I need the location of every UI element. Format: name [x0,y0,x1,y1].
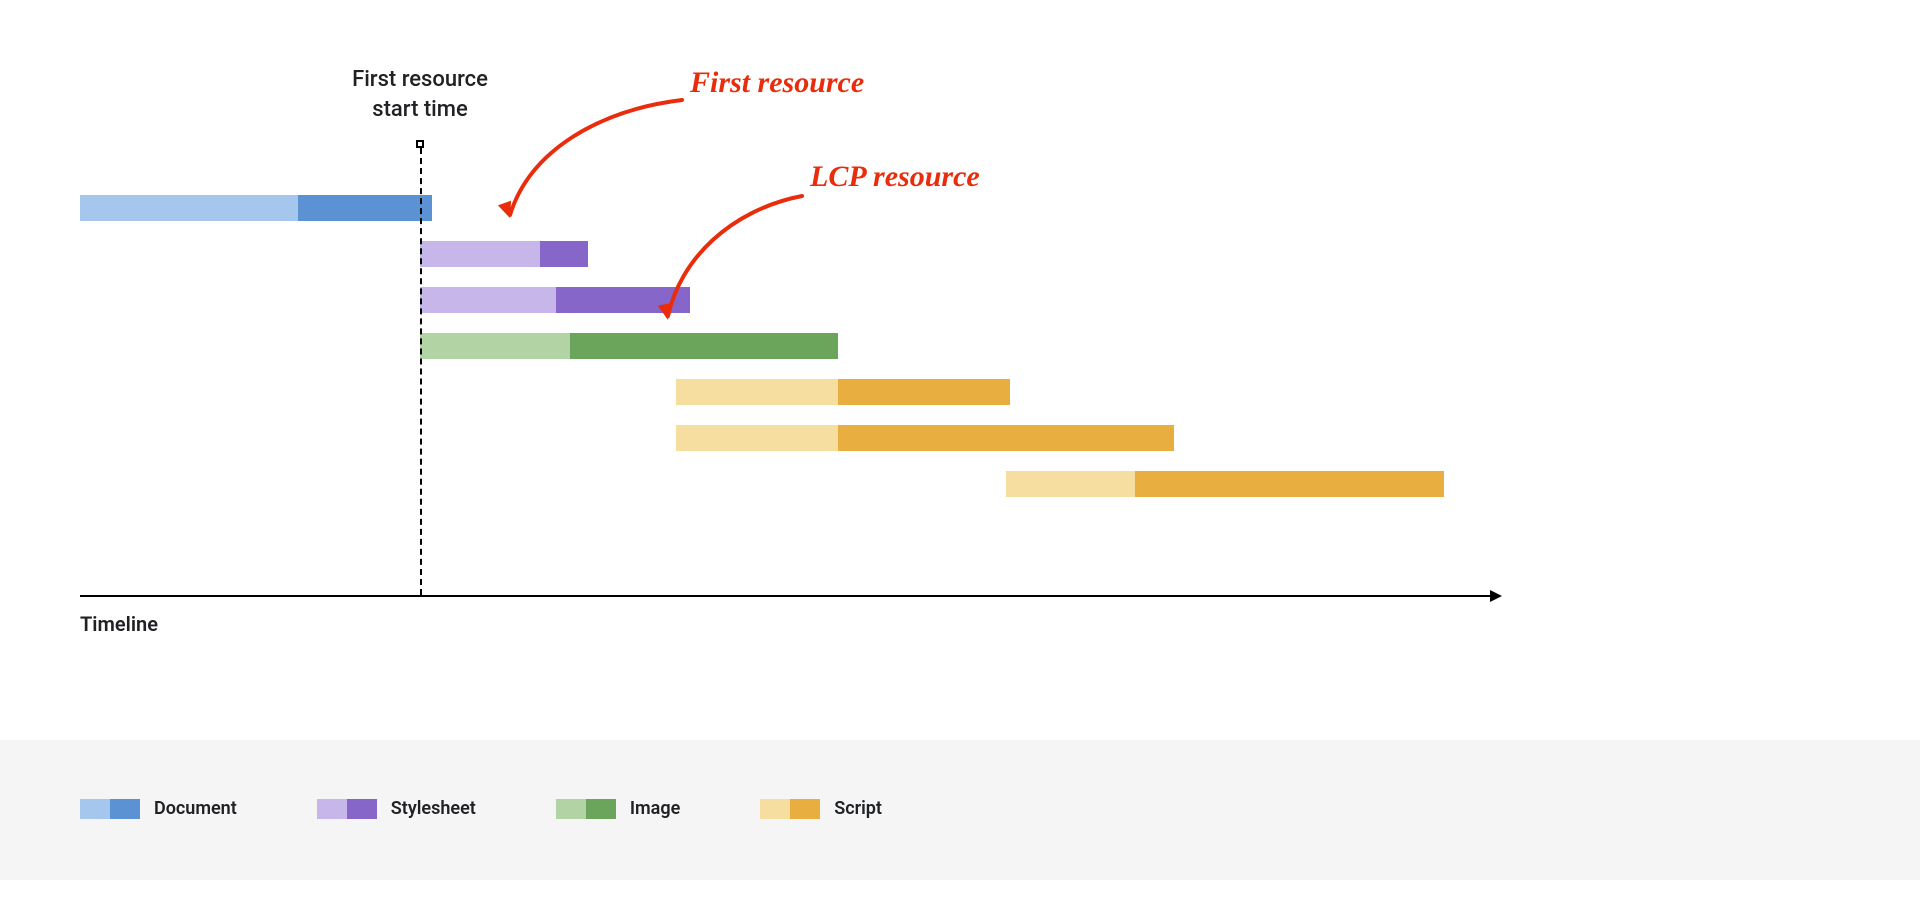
bar-segment-dark [556,287,690,313]
bar-segment-dark [838,425,1174,451]
legend-label: Stylesheet [391,798,476,819]
waterfall-diagram: First resourcestart time Timeline First re… [0,0,1920,900]
legend-label: Script [834,798,882,819]
marker-line [420,148,422,595]
marker-tick [416,140,424,148]
bar-segment-light [420,333,570,359]
timeline-bar-image [420,333,838,359]
annotation-text: First resource [690,66,864,100]
bar-segment-dark [540,241,588,267]
bar-segment-light [420,287,556,313]
legend-item-document: Document [80,798,237,819]
bar-segment-dark [298,195,432,221]
legend-item-script: Script [760,798,882,819]
bar-segment-dark [838,379,1010,405]
timeline-bar-script [676,425,1174,451]
bar-segment-light [80,195,298,221]
legend-swatch [317,799,377,819]
bar-segment-light [676,425,838,451]
legend-item-stylesheet: Stylesheet [317,798,476,819]
timeline-bar-script [1006,471,1444,497]
legend-item-image: Image [556,798,680,819]
timeline-bar-stylesheet [420,241,588,267]
bar-segment-light [1006,471,1135,497]
annotation-text: LCP resource [810,160,980,194]
bar-segment-light [420,241,540,267]
legend-label: Image [630,798,680,819]
bar-segment-dark [1135,471,1444,497]
timeline-bar-document [80,195,432,221]
marker-label: First resourcestart time [352,65,488,124]
legend-swatch [760,799,820,819]
timeline-bar-script [676,379,1010,405]
legend: Document Stylesheet Image Script [0,798,1920,819]
axis-line [80,595,1490,597]
axis-arrowhead-icon [1490,590,1502,602]
bar-segment-dark [570,333,838,359]
timeline-bar-stylesheet [420,287,690,313]
axis-label: Timeline [80,612,158,636]
legend-swatch [556,799,616,819]
legend-swatch [80,799,140,819]
bar-segment-light [676,379,838,405]
legend-label: Document [154,798,237,819]
